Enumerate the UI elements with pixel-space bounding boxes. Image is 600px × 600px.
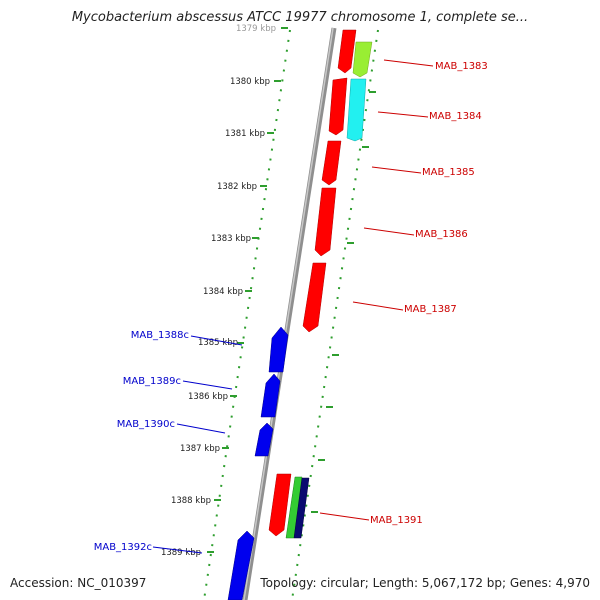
tick-label: 1383 kbp	[211, 234, 251, 244]
gene-arrow-mab-1383[interactable]	[352, 41, 373, 78]
reverse-genes	[227, 326, 289, 600]
tick-label: 1379 kbp	[236, 24, 276, 34]
gene-label-mab-1391[interactable]: MAB_1391	[370, 515, 423, 526]
forward-genes	[268, 29, 373, 539]
forward-track-line	[291, 29, 379, 600]
accession-text: Accession: NC_010397	[10, 576, 147, 590]
gene-arrow-mab-1387[interactable]	[302, 262, 327, 333]
reverse-track-line	[203, 29, 291, 600]
gene-label-mab-1384[interactable]: MAB_1384	[429, 111, 482, 122]
gene-arrow-mab-1390c[interactable]	[254, 422, 274, 457]
tick-label: 1389 kbp	[161, 548, 201, 558]
gene-arrow-mab-1389c[interactable]	[260, 373, 281, 418]
gene-label-mab-1389c[interactable]: MAB_1389c	[123, 376, 181, 387]
tick-label: 1381 kbp	[225, 129, 265, 139]
gene-arrow-mab-1388c[interactable]	[268, 326, 289, 373]
leader-line	[319, 512, 370, 521]
forward-tick-marks	[311, 91, 376, 513]
gene-arrow-mab-1384a[interactable]	[328, 77, 348, 136]
chromosome-backbone	[242, 27, 337, 600]
gene-arrow-mab-1392c[interactable]	[227, 530, 255, 600]
leader-line	[371, 166, 422, 174]
chromosome-backbone-highlight	[243, 27, 334, 600]
tick-label: 1387 kbp	[180, 444, 220, 454]
leader-line	[152, 546, 203, 554]
gene-label-mab-1388c[interactable]: MAB_1388c	[131, 330, 189, 341]
tick-label: 1385 kbp	[198, 338, 238, 348]
leader-line	[182, 380, 233, 390]
leader-line	[383, 59, 434, 67]
gene-label-mab-1387[interactable]: MAB_1387	[404, 304, 457, 315]
tick-label: 1382 kbp	[217, 182, 257, 192]
leader-line	[363, 227, 415, 236]
gene-arrow-mab-1391a[interactable]	[268, 473, 292, 537]
tick-label: 1380 kbp	[230, 77, 270, 87]
gene-label-mab-1392c[interactable]: MAB_1392c	[94, 542, 152, 553]
gene-arrow-mab-1382[interactable]	[337, 29, 357, 74]
tick-label: 1384 kbp	[203, 287, 243, 297]
tick-label: 1388 kbp	[171, 496, 211, 506]
gene-label-mab-1383[interactable]: MAB_1383	[435, 61, 488, 72]
tick-marks	[207, 27, 288, 553]
gene-label-mab-1390c[interactable]: MAB_1390c	[117, 419, 175, 430]
gene-label-mab-1385[interactable]: MAB_1385	[422, 167, 475, 178]
reverse-leaders	[152, 335, 243, 554]
leader-line	[377, 111, 429, 118]
leader-line	[176, 423, 226, 434]
gene-arrow-mab-1386[interactable]	[314, 187, 337, 257]
gene-arrow-mab-1385[interactable]	[321, 140, 342, 186]
summary-text: Topology: circular; Length: 5,067,172 bp…	[260, 576, 590, 590]
gene-arrow-mab-1391b[interactable]	[293, 477, 310, 539]
map-title: Mycobacterium abscessus ATCC 19977 chrom…	[71, 10, 529, 25]
leader-line	[190, 335, 243, 346]
forward-leaders	[319, 59, 434, 521]
gene-arrow-mab-1384[interactable]	[346, 78, 367, 142]
tick-label: 1386 kbp	[188, 392, 228, 402]
gene-label-mab-1386[interactable]: MAB_1386	[415, 229, 468, 240]
leader-line	[352, 301, 404, 311]
